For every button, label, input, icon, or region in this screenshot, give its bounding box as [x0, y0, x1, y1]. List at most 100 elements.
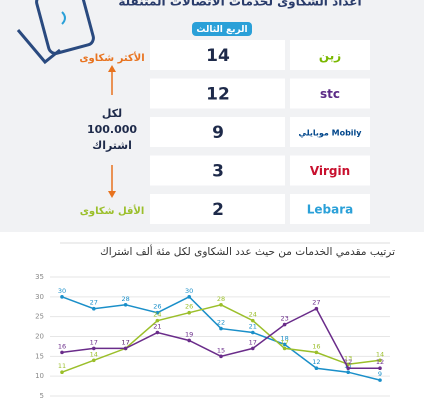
data-label: 28: [217, 295, 225, 303]
provider-logo: Virgin: [310, 164, 350, 178]
point: [219, 302, 223, 307]
data-label: 17: [249, 338, 257, 346]
chart-title: ترتيب مقدمي الخدمات من حيث عدد الشكاوى ل…: [100, 244, 395, 258]
point: [282, 322, 287, 327]
point: [155, 318, 160, 323]
point: [60, 370, 64, 375]
point: [187, 338, 191, 343]
per-label: 100.000: [87, 123, 137, 136]
point: [187, 295, 191, 299]
logo-box: [290, 155, 370, 186]
complaint-value: 2: [212, 200, 224, 220]
y-tick-label: 10: [35, 372, 44, 380]
data-label: 24: [249, 311, 257, 319]
value-box: [150, 155, 285, 186]
header-title: أعداد الشكاوى لخدمات الاتصالات المتنقلة: [118, 0, 361, 10]
provider-logo: stc: [320, 87, 340, 101]
y-tick-label: 20: [35, 333, 44, 341]
data-label: 16: [58, 342, 66, 350]
data-label: 9: [378, 370, 382, 378]
point: [187, 310, 191, 315]
data-label: 30: [58, 287, 66, 295]
data-label: 24: [153, 311, 161, 319]
point: [282, 346, 287, 351]
data-label: 23: [280, 315, 288, 323]
point: [60, 295, 64, 299]
point: [282, 342, 287, 347]
y-tick-label: 30: [35, 293, 44, 301]
value-box: [150, 117, 285, 147]
data-label: 13: [344, 354, 352, 362]
point: [314, 350, 319, 355]
point: [155, 310, 160, 315]
logo-box: [290, 40, 370, 70]
data-label: 16: [312, 342, 320, 350]
value-box: [150, 40, 285, 70]
complaint-value: 12: [206, 85, 230, 105]
data-label: 18: [280, 334, 288, 342]
data-label: 17: [90, 338, 98, 346]
phone-icon: [16, 0, 95, 65]
data-label: 17: [280, 338, 288, 346]
least-label: الأقل شكاوى: [80, 204, 145, 217]
point: [251, 330, 255, 335]
period-pill: [192, 22, 252, 36]
data-label: 26: [185, 303, 193, 311]
data-label: 12: [376, 358, 384, 366]
data-label: 15: [217, 346, 225, 354]
point: [378, 378, 382, 382]
data-label: 12: [344, 358, 352, 366]
provider-logo: زين: [319, 49, 341, 63]
provider-logo: موبايلي Mobily: [298, 129, 362, 138]
data-label: 30: [185, 287, 193, 295]
point: [60, 350, 64, 355]
data-label: 11: [58, 362, 66, 370]
point: [346, 366, 351, 371]
per-label: اشتراك: [92, 139, 132, 152]
data-label: 26: [153, 303, 161, 311]
logo-box: [290, 117, 370, 147]
value-box: [150, 194, 285, 224]
data-label: 27: [312, 299, 320, 307]
most-label: الأكثر شكاوى: [79, 51, 144, 64]
data-label: 14: [376, 350, 384, 358]
data-label: 17: [121, 338, 129, 346]
point: [314, 306, 319, 311]
data-label: 28: [121, 295, 129, 303]
point: [92, 346, 96, 351]
point: [314, 366, 319, 371]
data-label: 12: [312, 358, 320, 366]
data-label: 14: [90, 350, 98, 358]
arrow-head: [108, 65, 116, 72]
data-label: 17: [121, 338, 129, 346]
complaint-value: 3: [212, 162, 224, 182]
top-panel: [0, 0, 424, 232]
point: [251, 346, 255, 351]
point: [123, 302, 128, 307]
data-label: 21: [249, 323, 257, 331]
point: [219, 326, 223, 331]
logo-box: [290, 194, 370, 224]
point: [378, 366, 382, 371]
y-tick-label: 35: [35, 273, 44, 281]
point: [251, 318, 255, 323]
period-label: الربع الثالث: [196, 25, 247, 35]
data-label: 22: [217, 319, 225, 327]
point: [346, 370, 351, 375]
y-tick-label: 5: [40, 392, 44, 400]
point: [123, 346, 128, 351]
arrow-head: [108, 191, 116, 198]
logo-box: [290, 78, 370, 109]
provider-logo: Lebara: [307, 203, 354, 217]
point: [155, 330, 160, 335]
y-tick-label: 15: [35, 352, 44, 360]
point: [219, 354, 223, 359]
y-tick-label: 25: [35, 313, 44, 321]
complaint-value: 9: [212, 123, 224, 143]
point: [378, 358, 382, 363]
data-label: 11: [344, 362, 352, 370]
per-label: لكل: [102, 107, 122, 120]
point: [92, 306, 96, 311]
complaint-value: 14: [206, 46, 230, 66]
